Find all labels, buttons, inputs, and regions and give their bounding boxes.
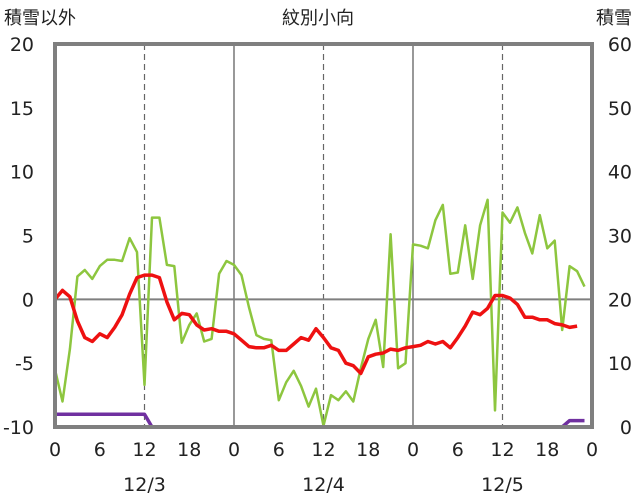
left-tick-label: 15 [10, 98, 34, 120]
left-tick-label: 0 [22, 289, 34, 311]
date-label: 12/5 [481, 474, 524, 496]
left-tick-label: -10 [3, 417, 34, 439]
x-tick-label: 0 [407, 439, 419, 461]
chart-title: 紋別小向 [282, 8, 354, 29]
x-tick-label: 18 [356, 439, 380, 461]
label-layer: 積雪以外 紋別小向 積雪 20151050-5-1060504030201000… [3, 8, 632, 496]
right-tick-label: 20 [608, 289, 632, 311]
series-layer [53, 198, 586, 429]
left-tick-label: 5 [22, 226, 34, 248]
left-axis-title: 積雪以外 [4, 8, 76, 29]
series-line-0 [53, 273, 578, 376]
x-tick-label: 12 [311, 439, 335, 461]
right-tick-label: 60 [608, 34, 632, 56]
x-tick-label: 6 [94, 439, 106, 461]
x-tick-label: 6 [452, 439, 464, 461]
right-tick-label: 40 [608, 162, 632, 184]
x-tick-label: 12 [132, 439, 156, 461]
right-tick-label: 10 [608, 353, 632, 375]
right-tick-label: 0 [620, 417, 632, 439]
plot-frame [53, 42, 594, 429]
left-tick-label: 20 [10, 34, 34, 56]
x-tick-label: 0 [49, 439, 61, 461]
x-tick-label: 12 [490, 439, 514, 461]
left-tick-label: 10 [10, 162, 34, 184]
right-tick-label: 50 [608, 98, 632, 120]
left-tick-label: -5 [15, 353, 34, 375]
right-tick-label: 30 [608, 226, 632, 248]
right-axis-title: 積雪 [596, 8, 632, 29]
grid-lines [55, 44, 592, 427]
x-tick-label: 18 [535, 439, 559, 461]
date-label: 12/3 [123, 474, 166, 496]
x-tick-label: 0 [586, 439, 598, 461]
x-tick-label: 6 [273, 439, 285, 461]
x-tick-label: 18 [177, 439, 201, 461]
x-tick-label: 0 [228, 439, 240, 461]
series-line-1 [53, 198, 586, 427]
date-label: 12/4 [302, 474, 345, 496]
